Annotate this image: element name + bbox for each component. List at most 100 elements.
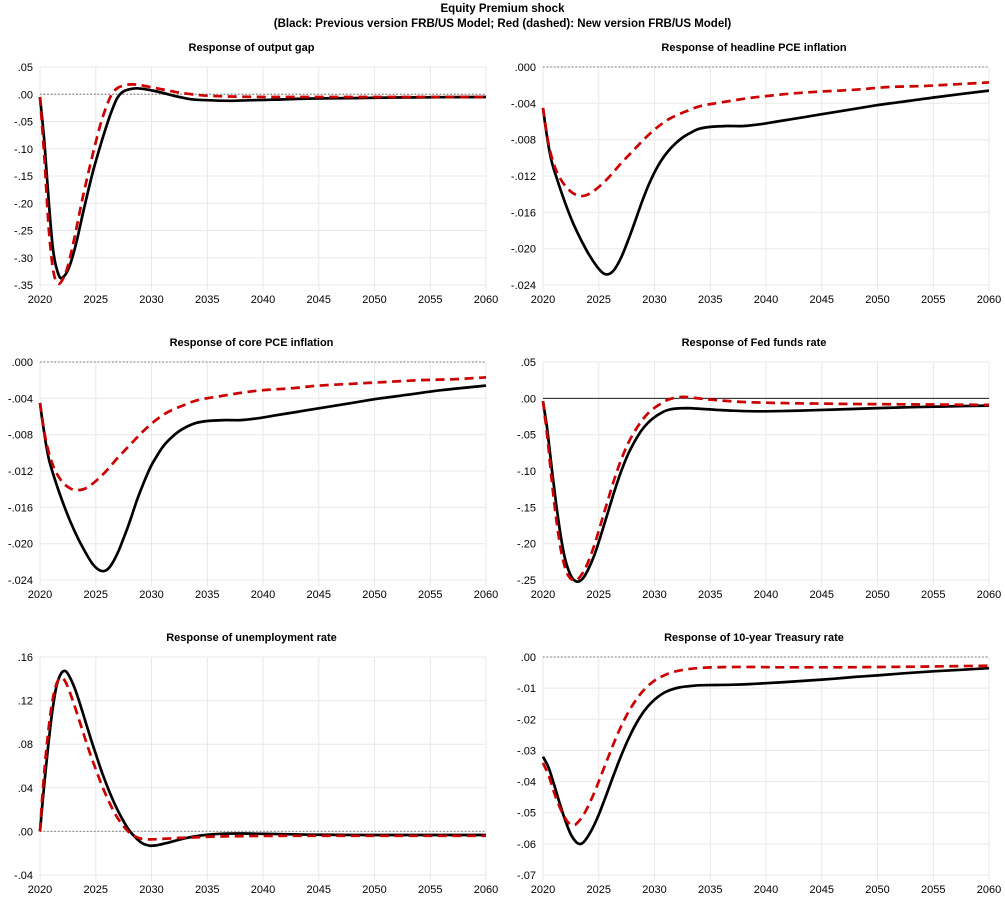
y-tick-label: -.012 [8,466,33,478]
y-tick-label: -.05 [517,808,536,820]
x-tick-label: 2030 [139,884,163,896]
chart-headline-pce-inflation: .000 -.004 -.008 -.012 -.016 -.020 -.024 2020 20… [511,62,1001,306]
series-new-model [38,83,486,286]
y-tick-label: -.25 [14,226,33,238]
x-tick-label: 2035 [195,294,219,306]
series-new-model [541,395,990,582]
x-tick-label: 2045 [307,294,331,306]
chart-10-year-treasury-rate: .00 -.01 -.02 -.03 -.04 -.05 -.06 -.07 2020 2025 2… [517,652,1001,896]
y-tick-label: .12 [18,696,33,708]
y-tick-label: -.03 [517,745,536,757]
chart-fed-funds-rate: .05 .00 -.05 -.10 -.15 -.20 -.25 2020 2025 2030 20… [517,357,1001,601]
panel-core-pce-inflation: Response of core PCE inflation .000 -.004… [0,337,503,604]
y-tick-label: -.016 [8,502,33,514]
page-title: Equity Premium shock [440,3,565,15]
x-tick-label: 2060 [474,884,498,896]
series-previous-model [541,89,990,276]
x-tick-label: 2060 [474,294,498,306]
x-tick-label: 2050 [865,294,889,306]
x-tick-label: 2020 [531,884,555,896]
series-previous-model [541,666,990,846]
x-tick-label: 2025 [587,589,611,601]
series-new-model [541,81,990,198]
x-tick-label: 2050 [362,884,386,896]
x-tick-label: 2020 [531,294,555,306]
x-tick-label: 2045 [810,294,834,306]
y-tick-label: .05 [18,62,33,74]
chart-core-pce-inflation: .000 -.004 -.008 -.012 -.016 -.020 -.024 2020 20… [8,357,498,601]
y-tick-label: -.04 [14,870,33,882]
x-tick-label: 2040 [754,589,778,601]
x-tick-label: 2020 [28,294,52,306]
x-tick-label: 2020 [531,589,555,601]
x-tick-label: 2030 [642,294,666,306]
x-tick-label: 2040 [251,589,275,601]
x-tick-label: 2055 [921,589,945,601]
panel-title: Response of Fed funds rate [681,337,827,349]
y-tick-label: -.10 [517,466,536,478]
y-tick-label: .00 [18,826,33,838]
y-tick-label: .05 [521,357,536,369]
y-tick-label: -.024 [8,575,33,587]
x-tick-label: 2025 [587,884,611,896]
panel-unemployment-rate: Response of unemployment rate .16 .12 .08.… [0,632,503,899]
x-tick-label: 2050 [362,589,386,601]
series-previous-model [541,401,990,584]
series-new-model [38,376,487,492]
y-tick-label: -.30 [14,253,33,265]
panel-title: Response of 10-year Treasury rate [664,632,844,644]
y-tick-label: -.20 [517,539,536,551]
x-tick-label: 2050 [865,589,889,601]
x-tick-label: 2055 [418,884,442,896]
x-tick-label: 2045 [307,589,331,601]
x-tick-label: 2025 [84,589,108,601]
x-tick-label: 2045 [307,884,331,896]
panel-title: Response of core PCE inflation [169,337,334,349]
panel-fed-funds-rate: Response of Fed funds rate .05 .00 -.05 -.1… [503,337,1005,604]
x-tick-label: 2035 [698,884,722,896]
y-tick-label: -.01 [517,683,536,695]
y-tick-label: .000 [12,357,33,369]
series-new-model [541,664,990,827]
y-tick-label: -.10 [14,144,33,156]
y-tick-label: .000 [515,62,536,74]
x-tick-label: 2040 [251,294,275,306]
panel-title: Response of headline PCE inflation [661,42,847,54]
series-previous-model [38,86,487,280]
y-tick-label: -.05 [517,430,536,442]
page-subtitle: (Black: Previous version FRB/US Model; R… [273,18,732,30]
panel-10-year-treasury-rate: Response of 10-year Treasury rate .00 -.0… [503,632,1005,899]
series-new-model [38,676,486,841]
x-tick-label: 2050 [865,884,889,896]
panel-output-gap: Response of output gap .05 .00 -.05 -.10 -.1… [0,42,503,309]
x-tick-label: 2060 [977,589,1001,601]
x-tick-label: 2055 [418,294,442,306]
y-tick-label: -.008 [8,430,33,442]
x-tick-label: 2035 [698,589,722,601]
y-tick-label: -.020 [511,244,536,256]
y-tick-label: .16 [18,652,33,664]
y-tick-label: .00 [521,652,536,664]
x-tick-label: 2040 [251,884,275,896]
x-tick-label: 2060 [977,884,1001,896]
y-tick-label: -.15 [517,502,536,514]
y-tick-label: -.004 [511,98,536,110]
x-tick-label: 2035 [195,884,219,896]
x-tick-label: 2060 [977,294,1001,306]
x-tick-label: 2045 [810,884,834,896]
y-tick-label: -.07 [517,870,536,882]
series-previous-model [38,384,487,573]
x-tick-label: 2025 [587,294,611,306]
y-tick-label: .04 [18,783,33,795]
y-tick-label: -.25 [517,575,536,587]
x-tick-label: 2055 [418,589,442,601]
chart-output-gap: .05 .00 -.05 -.10 -.15 -.20 -.25 -.30 -.35 2020 20… [14,62,498,306]
panel-title: Response of output gap [188,42,315,54]
x-tick-label: 2035 [698,294,722,306]
panel-headline-pce-inflation: Response of headline PCE inflation .000 -… [503,42,1005,309]
x-tick-label: 2025 [84,884,108,896]
y-tick-label: -.008 [511,135,536,147]
page-header: Equity Premium shock (Black: Previous ve… [0,0,1005,32]
y-tick-label: -.02 [517,714,536,726]
